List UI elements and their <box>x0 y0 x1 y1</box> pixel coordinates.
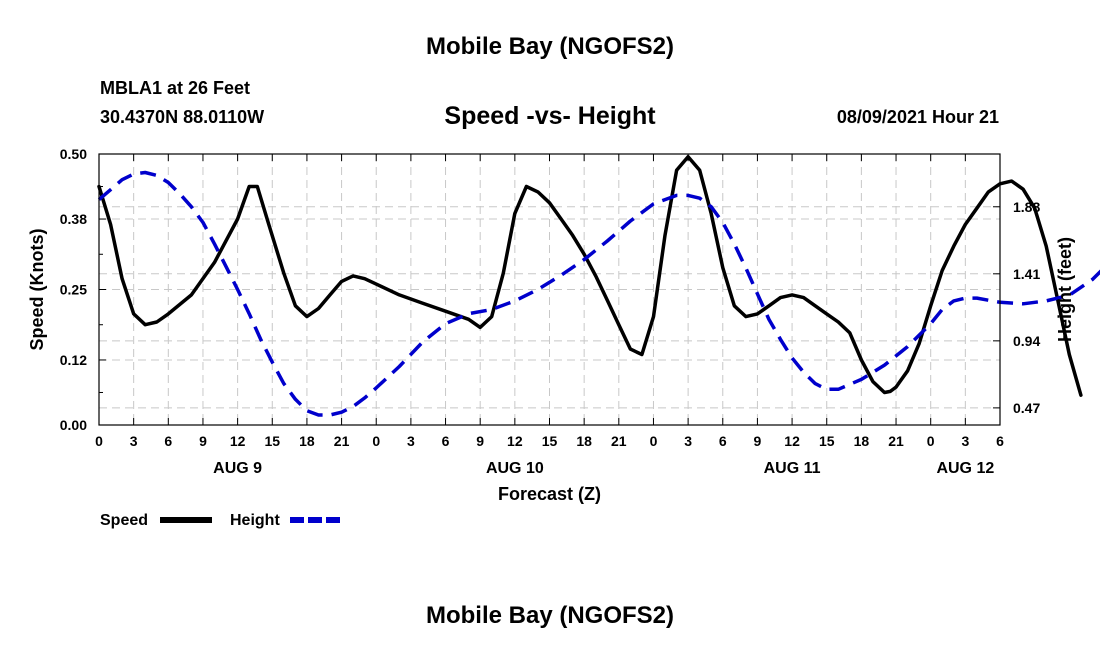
y-right-tick-label: 1.88 <box>1013 199 1040 215</box>
x-tick-label: 12 <box>230 433 246 449</box>
x-tick-label: 0 <box>95 433 103 449</box>
series-line-speed <box>97 154 1083 397</box>
x-tick-label: 6 <box>996 433 1004 449</box>
y-axis-left-label: Speed (Knots) <box>27 228 47 350</box>
legend-speed-label: Speed <box>100 512 148 529</box>
x-tick-label: 0 <box>927 433 935 449</box>
y-right-tick-label: 1.41 <box>1013 266 1040 282</box>
x-axis-label: Forecast (Z) <box>498 484 601 504</box>
x-tick-label: 0 <box>372 433 380 449</box>
x-tick-label: 6 <box>719 433 727 449</box>
x-tick-label: 3 <box>684 433 692 449</box>
x-date-label: AUG 12 <box>936 460 994 477</box>
x-tick-label: 3 <box>961 433 969 449</box>
x-date-label: AUG 9 <box>213 460 262 477</box>
grid-lines <box>99 154 1000 425</box>
legend: Speed Height <box>100 512 342 529</box>
y-right-tick-label: 0.47 <box>1013 400 1040 416</box>
x-tick-label: 3 <box>130 433 138 449</box>
x-tick-label: 18 <box>299 433 315 449</box>
legend-height-label: Height <box>230 512 280 529</box>
x-tick-label: 21 <box>888 433 904 449</box>
x-tick-label: 6 <box>164 433 172 449</box>
x-tick-label: 9 <box>199 433 207 449</box>
x-tick-label: 9 <box>476 433 484 449</box>
x-tick-label: 0 <box>650 433 658 449</box>
chart-title: Speed -vs- Height <box>444 102 656 130</box>
x-tick-label: 15 <box>264 433 280 449</box>
y-left-tick-label: 0.00 <box>60 417 87 433</box>
y-axis-right-label: Height (feet) <box>1055 237 1075 342</box>
x-tick-label: 9 <box>754 433 762 449</box>
x-tick-label: 21 <box>611 433 627 449</box>
page-title-footer: Mobile Bay (NGOFS2) <box>425 602 675 629</box>
series-lines <box>97 154 1100 417</box>
axes: 0 3 6 9 12 15 18 21 0 3 6 9 12 15 18 21 0 3 6 9 12 15 18 21 0 3 6A… <box>60 146 1041 477</box>
x-tick-label: 21 <box>334 433 350 449</box>
station-coordinates: 30.4370N 88.0110W <box>100 107 265 127</box>
x-tick-label: 12 <box>784 433 800 449</box>
page-title: Mobile Bay (NGOFS2) <box>425 33 675 60</box>
y-left-tick-label: 0.25 <box>60 282 87 298</box>
station-name: MBLA1 at 26 Feet <box>100 78 251 98</box>
y-left-tick-label: 0.12 <box>60 352 87 368</box>
x-tick-label: 18 <box>576 433 592 449</box>
x-tick-label: 12 <box>507 433 523 449</box>
forecast-datetime: 08/09/2021 Hour 21 <box>836 107 999 127</box>
x-date-label: AUG 11 <box>764 460 821 477</box>
x-date-label: AUG 10 <box>486 460 544 477</box>
x-tick-label: 3 <box>407 433 415 449</box>
x-tick-label: 6 <box>442 433 450 449</box>
x-tick-label: 18 <box>854 433 870 449</box>
y-right-tick-label: 0.94 <box>1013 333 1040 349</box>
x-tick-label: 15 <box>819 433 835 449</box>
y-left-tick-label: 0.38 <box>60 211 87 227</box>
y-left-tick-label: 0.50 <box>60 146 87 162</box>
series-line-height <box>97 170 1100 417</box>
x-tick-label: 15 <box>542 433 558 449</box>
